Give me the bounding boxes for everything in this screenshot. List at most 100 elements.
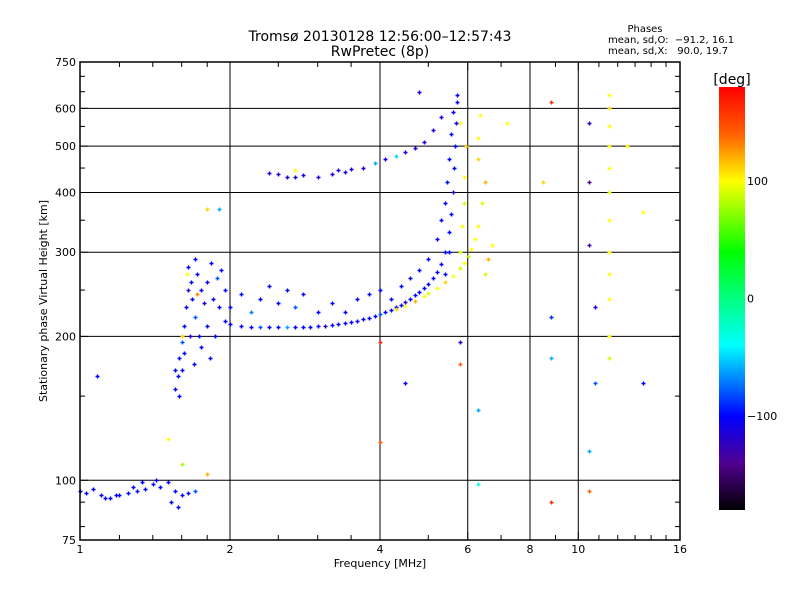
data-point (389, 308, 394, 313)
data-point (458, 266, 463, 271)
data-point (451, 110, 456, 115)
data-point (587, 489, 592, 494)
data-point (373, 314, 378, 319)
data-point (349, 320, 354, 325)
data-point (336, 168, 341, 173)
data-point (267, 171, 272, 176)
data-point (408, 297, 413, 302)
data-point (173, 368, 178, 373)
data-point (267, 284, 272, 289)
data-point (439, 115, 444, 120)
data-point (190, 297, 195, 302)
data-point (293, 168, 298, 173)
data-point (258, 325, 263, 330)
data-point (378, 288, 383, 293)
data-point (91, 487, 96, 492)
data-point (476, 157, 481, 162)
data-points (78, 90, 646, 510)
data-point (143, 487, 148, 492)
x-tick-labels: 1 2 4 6 8 10 16 (77, 543, 688, 556)
data-point (84, 491, 89, 496)
data-point (435, 237, 440, 242)
data-point (452, 166, 457, 171)
data-point (476, 136, 481, 141)
data-point (417, 268, 422, 273)
data-point (389, 297, 394, 302)
data-point (199, 288, 204, 293)
data-point (180, 340, 185, 345)
data-point (293, 175, 298, 180)
data-point (394, 307, 399, 312)
data-point (483, 272, 488, 277)
data-point (447, 230, 452, 235)
data-point (549, 315, 554, 320)
data-point (454, 121, 459, 126)
data-point (443, 201, 448, 206)
data-point (541, 180, 546, 185)
data-point (422, 286, 427, 291)
data-point (193, 489, 198, 494)
data-point (228, 305, 233, 310)
data-point (195, 272, 200, 277)
data-point (378, 312, 383, 317)
data-point (343, 310, 348, 315)
data-point (607, 250, 612, 255)
data-point (189, 280, 194, 285)
data-point (449, 132, 454, 137)
data-point (108, 496, 113, 501)
data-point (607, 166, 612, 171)
data-point (330, 301, 335, 306)
data-point (443, 272, 448, 277)
data-point (625, 144, 630, 149)
data-point (176, 374, 181, 379)
y-tick-label: 75 (62, 534, 76, 547)
data-point (466, 254, 471, 259)
data-point (455, 93, 460, 98)
data-point (439, 262, 444, 267)
data-point (184, 305, 189, 310)
colorbar-label: [deg] (713, 72, 750, 88)
data-point (197, 334, 202, 339)
y-tick-label: 200 (55, 330, 76, 343)
data-point (458, 250, 463, 255)
data-point (403, 300, 408, 305)
data-point (607, 356, 612, 361)
data-point (587, 121, 592, 126)
colorbar-tick-label: −100 (747, 410, 777, 423)
data-point (209, 261, 214, 266)
data-point (426, 257, 431, 262)
data-point (483, 180, 488, 185)
data-point (158, 485, 163, 490)
x-tick-label: 8 (527, 543, 534, 556)
data-point (607, 106, 612, 111)
data-point (180, 334, 185, 339)
data-point (473, 237, 478, 242)
data-point (476, 408, 481, 413)
data-point (188, 334, 193, 339)
y-tick-label: 600 (55, 102, 76, 115)
data-point (355, 297, 360, 302)
data-point (177, 356, 182, 361)
data-point (177, 394, 182, 399)
data-point (316, 175, 321, 180)
data-point (95, 374, 100, 379)
data-point (549, 100, 554, 105)
data-point (182, 324, 187, 329)
data-point (607, 218, 612, 223)
data-point (239, 324, 244, 329)
data-point (249, 325, 254, 330)
x-tick-label: 16 (673, 543, 687, 556)
data-point (211, 297, 216, 302)
data-point (223, 319, 228, 324)
data-point (641, 381, 646, 386)
data-point (451, 274, 456, 279)
data-point (403, 304, 408, 309)
data-point (593, 381, 598, 386)
data-point (413, 293, 418, 298)
data-point (413, 299, 418, 304)
y-tick-labels: 75 100 200 300 400 500 600 750 (55, 56, 76, 547)
colorbar-tick-label: 100 (747, 175, 768, 188)
data-point (383, 157, 388, 162)
data-point (267, 325, 272, 330)
